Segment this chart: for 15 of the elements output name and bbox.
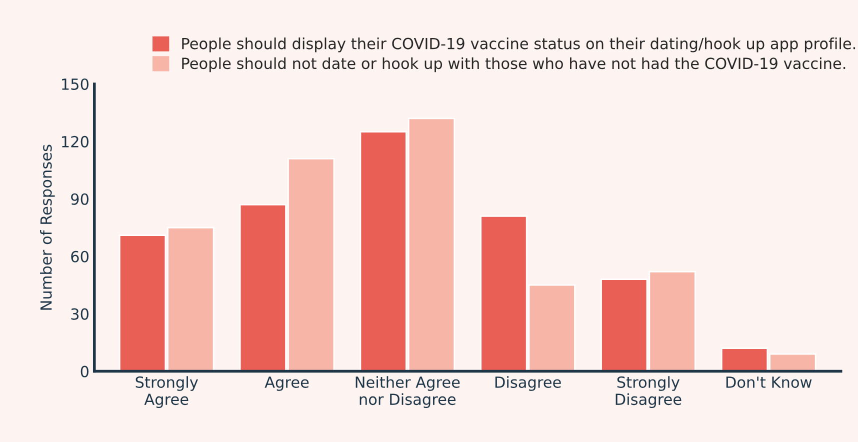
x-tick-label: Strongly Agree [136, 376, 198, 408]
legend-label: People should not date or hook up with those who have not had the COVID-19 vaccine. [182, 57, 846, 72]
x-tick-label: Disagree [495, 376, 561, 391]
y-axis-title: Number of Responses [40, 144, 55, 310]
y-tick-label: 60 [71, 250, 89, 262]
legend-label: People should display their COVID-19 vaccine status on their dating/hook up app profile. [182, 38, 856, 52]
y-tick-label: 120 [62, 136, 89, 148]
x-tick-label: Strongly Disagree [616, 376, 682, 408]
x-tick-label: Neither Agree nor Disagree [356, 376, 460, 408]
y-tick-label: 0 [80, 366, 89, 378]
x-tick-label: Agree [264, 376, 309, 391]
y-tick-label: 150 [62, 78, 89, 90]
y-tick-label: 90 [71, 193, 89, 205]
y-tick-label: 30 [71, 308, 89, 320]
x-tick-label: Don't Know [726, 376, 812, 388]
